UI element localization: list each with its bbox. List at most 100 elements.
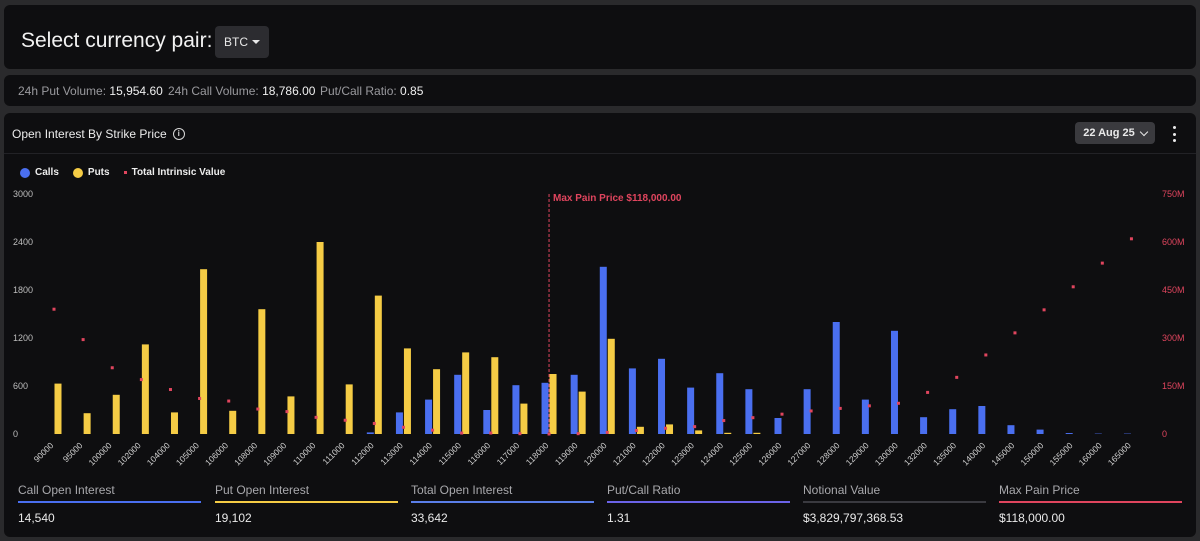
x-tick-label: 165000 [1106, 440, 1133, 467]
open-interest-chart: 0 600 1200 1800 2400 3000 0 150M 300M 450M 600M 750… [13, 189, 1185, 467]
intrinsic-point [168, 388, 172, 392]
intrinsic-point [372, 421, 376, 425]
put-bar [520, 403, 528, 434]
expiry-date-select[interactable]: 22 Aug 25 [1075, 122, 1155, 144]
intrinsic-point [693, 425, 697, 429]
x-tick-label: 122000 [640, 440, 667, 467]
more-options-icon[interactable] [1169, 126, 1179, 142]
metric-max-pain-price: Max Pain Price $118,000.00 [999, 483, 1182, 525]
y-tick-label: 1200 [13, 333, 33, 343]
intrinsic-point [547, 432, 551, 436]
put-bar [374, 295, 382, 434]
currency-pair-value: BTC [224, 35, 248, 49]
metric-label: Max Pain Price [999, 483, 1080, 497]
metric-label: Put Open Interest [215, 483, 310, 497]
put-bar [636, 426, 644, 434]
put-bar [258, 309, 266, 434]
metric-label: Notional Value [803, 483, 881, 497]
x-tick-label: 109000 [261, 440, 288, 467]
x-tick-label: 117000 [495, 440, 522, 467]
put-bar [316, 242, 324, 434]
intrinsic-point [780, 412, 784, 416]
x-tick-label: 113000 [378, 440, 405, 467]
x-tick-label: 123000 [669, 440, 696, 467]
put-bar [491, 357, 499, 434]
y-tick-label: 2400 [13, 237, 33, 247]
call-volume-stat: 24h Call Volume: 18,786.00 [168, 84, 315, 98]
x-tick-label: 150000 [1018, 440, 1045, 467]
y2-tick-label: 750M [1162, 189, 1185, 199]
call-bar [570, 374, 578, 434]
x-tick-label: 160000 [1077, 440, 1104, 467]
y2-tick-label: 0 [1162, 429, 1167, 439]
put-bar [607, 338, 615, 434]
put-volume-value: 15,954.60 [109, 84, 163, 98]
x-tick-label: 114000 [407, 440, 434, 467]
x-tick-label: 135000 [931, 440, 958, 467]
legend-calls[interactable]: Calls [20, 167, 59, 178]
call-bar [920, 417, 928, 434]
metric-label: Put/Call Ratio [607, 483, 681, 497]
legend-intrinsic[interactable]: Total Intrinsic Value [123, 167, 225, 178]
call-bar [395, 412, 403, 434]
metric-underline [215, 501, 398, 503]
call-bar [599, 266, 607, 434]
intrinsic-point [139, 378, 143, 382]
expiry-date-value: 22 Aug 25 [1083, 127, 1135, 139]
x-tick-label: 111000 [320, 440, 346, 466]
panel-title: Open Interest By Strike Price i [12, 127, 185, 141]
x-tick-label: 124000 [698, 440, 725, 467]
put-bar [345, 384, 353, 434]
put-bar [578, 391, 586, 434]
x-tick-label: 126000 [756, 440, 783, 467]
metric-value: 14,540 [18, 511, 55, 525]
intrinsic-point [343, 418, 347, 422]
metric-value: $3,829,797,368.53 [803, 511, 904, 525]
x-tick-label: 125000 [727, 440, 754, 467]
metric-value: 33,642 [411, 511, 448, 525]
call-bar [687, 387, 695, 434]
put-bar [170, 412, 178, 434]
put-call-ratio-label: Put/Call Ratio: [320, 84, 397, 98]
call-bar [716, 373, 724, 434]
currency-title: Select currency pair: [21, 29, 213, 52]
x-tick-label: 116000 [466, 440, 493, 467]
x-tick-label: 102000 [116, 440, 143, 467]
call-bar [454, 374, 462, 434]
x-tick-label: 95000 [61, 440, 85, 464]
intrinsic-point [751, 416, 755, 420]
intrinsic-point [722, 419, 726, 423]
intrinsic-point [198, 396, 202, 400]
put-call-ratio-value: 0.85 [400, 84, 424, 98]
info-icon[interactable]: i [172, 128, 185, 140]
intrinsic-point [1042, 308, 1046, 312]
intrinsic-point [896, 401, 900, 405]
panel-divider [4, 153, 1196, 154]
call-bar [832, 322, 840, 434]
put-bar [200, 269, 208, 434]
call-bar [861, 399, 869, 434]
intrinsic-point [867, 404, 871, 408]
intrinsic-point [401, 425, 405, 429]
legend-puts-label: Puts [87, 167, 110, 178]
x-tick-label: 112000 [349, 440, 376, 467]
x-tick-label: 104000 [145, 440, 172, 467]
metric-value: 1.31 [607, 511, 631, 525]
put-bar [433, 369, 441, 434]
legend-puts[interactable]: Puts [72, 167, 110, 178]
put-bar [141, 344, 149, 434]
x-tick-label: 115000 [436, 440, 463, 467]
y2-tick-label: 600M [1162, 237, 1185, 247]
call-bar [1007, 425, 1015, 434]
intrinsic-point [1013, 331, 1017, 335]
y-tick-label: 0 [13, 429, 18, 439]
put-bar [83, 413, 91, 434]
call-bar [890, 330, 898, 434]
chart-legend: Calls Puts Total Intrinsic Value [20, 167, 225, 178]
x-tick-label: 132000 [902, 440, 929, 467]
currency-pair-select[interactable]: BTC [215, 26, 269, 58]
intrinsic-point [576, 432, 580, 436]
put-bar [403, 348, 411, 434]
call-bar [366, 432, 374, 434]
metric-underline [999, 501, 1182, 503]
